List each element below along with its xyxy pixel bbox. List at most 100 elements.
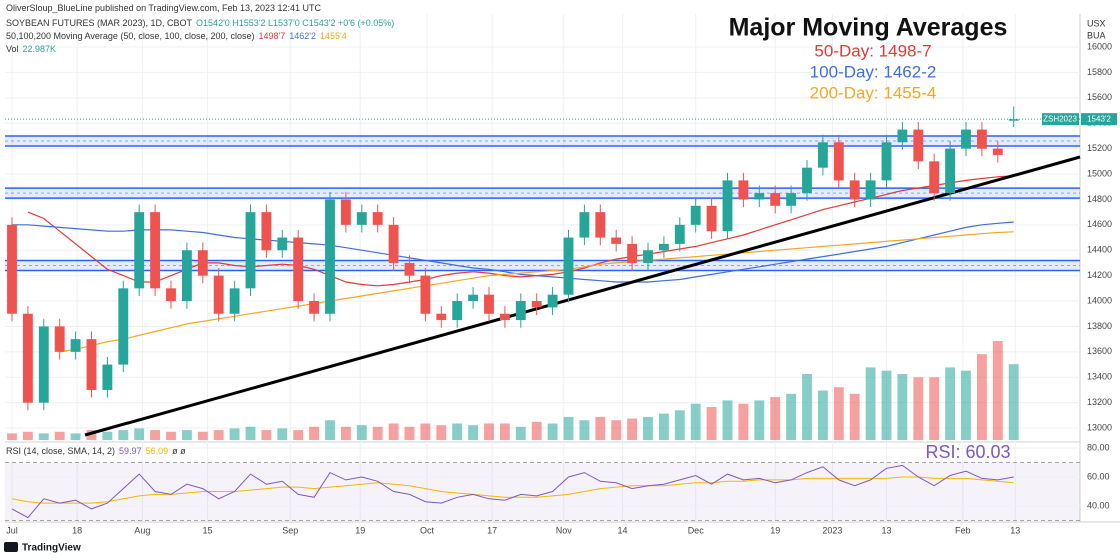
x-tick-label: 19 xyxy=(355,525,365,535)
volume-bar xyxy=(86,430,97,440)
candle-body xyxy=(181,250,192,302)
candle-body xyxy=(7,224,17,314)
candle-body xyxy=(817,142,828,168)
rsi-tick-label: 60.00 xyxy=(1087,471,1110,481)
volume-bar xyxy=(372,426,383,440)
volume-bar xyxy=(468,425,479,440)
candle-body xyxy=(643,250,653,263)
y-tick-label: 15200 xyxy=(1087,143,1112,153)
ma-value: 1498'7 xyxy=(258,31,286,41)
volume-bar xyxy=(738,403,749,440)
volume-bar xyxy=(150,430,161,440)
level-zone xyxy=(5,259,1080,272)
volume-bar xyxy=(404,426,415,440)
x-tick-label: Nov xyxy=(556,525,573,535)
y-tick-label: 13200 xyxy=(1087,397,1112,407)
rsi-tick-label: 80.00 xyxy=(1087,442,1110,452)
volume-bar xyxy=(197,431,208,440)
volume-bar xyxy=(340,426,351,440)
volume-bar xyxy=(722,400,733,440)
candle-body xyxy=(515,301,526,321)
volume-bar xyxy=(706,407,717,440)
volume-bar xyxy=(7,433,17,440)
overlay-title: Major Moving Averages xyxy=(729,14,1008,42)
footer: TradingView xyxy=(22,543,81,554)
volume-bar xyxy=(786,393,797,440)
candle-body xyxy=(420,275,431,314)
volume-bar xyxy=(499,423,510,440)
x-tick-label: Aug xyxy=(134,525,150,535)
axes: 13000 13200 13400 13600 13800 14000 14200 14400… xyxy=(6,41,1117,535)
byline-text: OliverSloup_BlueLine published on Tradin… xyxy=(6,3,322,13)
candle-body xyxy=(976,129,987,149)
y-tick-label: 16000 xyxy=(1087,41,1112,51)
candle-body xyxy=(531,301,542,308)
rsi-line: RSI (14, close, SMA, 14, 2) 59.97 56.09 ø ø xyxy=(6,446,190,456)
level-zone xyxy=(5,187,1080,199)
candle-body xyxy=(245,212,256,289)
volume-bar xyxy=(627,418,638,440)
volume-bar xyxy=(817,390,828,440)
candle-body xyxy=(261,212,272,251)
candle-body xyxy=(627,243,638,263)
candle-body xyxy=(563,237,574,295)
rsi-tick-label: 40.00 xyxy=(1087,500,1110,510)
volume-bar xyxy=(515,426,526,440)
volume-bar xyxy=(420,423,431,440)
legend-entry: 50-Day: 1498-7 xyxy=(814,41,931,60)
volume-bar xyxy=(436,425,447,440)
volume-bar xyxy=(595,416,606,440)
x-tick-label: Sep xyxy=(282,525,298,535)
ma-line xyxy=(12,221,1014,283)
candle-body xyxy=(229,288,240,314)
volume-bar xyxy=(992,341,1003,440)
candle-body xyxy=(325,199,335,314)
candle-body xyxy=(992,148,1003,155)
volume-bar xyxy=(181,430,192,440)
candle-body xyxy=(293,237,304,302)
candle-body xyxy=(436,313,447,321)
candle-body xyxy=(611,237,622,244)
candles xyxy=(5,106,1080,411)
rsi-overlay-label: RSI: 60.03 xyxy=(925,442,1010,462)
candle-body xyxy=(134,212,145,289)
volume-bar xyxy=(849,393,860,440)
x-tick-label: 19 xyxy=(770,525,780,535)
candle-body xyxy=(674,224,685,244)
candle-body xyxy=(484,294,494,314)
x-tick-label: Jul xyxy=(6,525,18,535)
candle-body xyxy=(961,129,971,149)
volume-bar xyxy=(484,423,494,440)
x-tick-label: 17 xyxy=(487,525,497,535)
x-tick-label: Oct xyxy=(420,525,435,535)
candle-body xyxy=(1008,119,1019,121)
volume-bar xyxy=(897,374,908,440)
volume-bar xyxy=(245,426,256,440)
candle-body xyxy=(547,294,558,308)
candle-body xyxy=(340,199,351,225)
logo xyxy=(4,542,18,552)
candle-body xyxy=(929,161,940,194)
volume-bar xyxy=(70,433,81,440)
candle-body xyxy=(658,243,669,251)
volume-bar xyxy=(976,354,987,440)
last-price-text: 1543'2 xyxy=(1087,114,1111,123)
candle-body xyxy=(166,288,176,302)
y-tick-label: 14600 xyxy=(1087,219,1112,229)
volume-bar xyxy=(770,397,781,440)
candle-body xyxy=(579,212,590,238)
trend-line xyxy=(84,155,1081,437)
candle-body xyxy=(706,205,717,232)
volume-bar xyxy=(881,370,892,440)
x-tick-label: 15 xyxy=(203,525,213,535)
volume-bar xyxy=(213,430,224,440)
candle-body xyxy=(54,326,65,352)
volume-bar xyxy=(388,423,399,440)
ma-study: 50,100,200 Moving Average (50, close, 10… xyxy=(6,31,255,41)
volume-bar xyxy=(452,423,463,440)
candle-body xyxy=(833,142,844,181)
candle-body xyxy=(86,339,97,390)
candle-body xyxy=(404,262,415,276)
vol-line: Vol 22.987K xyxy=(6,44,60,54)
